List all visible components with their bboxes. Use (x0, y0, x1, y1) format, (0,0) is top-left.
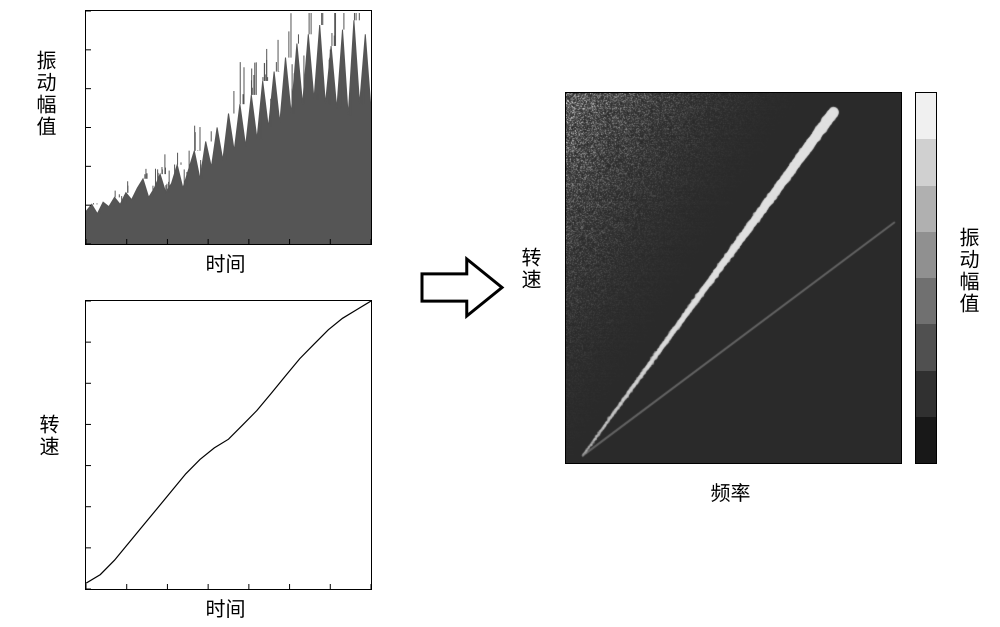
colorbar-segment (916, 324, 936, 370)
vibration-amplitude-xlabel: 时间 (206, 248, 246, 277)
spectrogram-canvas (566, 93, 901, 463)
colorbar (915, 92, 937, 464)
figure-container: 振动幅值 时间 转速 时间 转速 频率 振动幅值 (0, 0, 1000, 627)
vibration-amplitude-plot (86, 11, 371, 244)
vibration-amplitude-chart (85, 10, 372, 245)
colorbar-segment (916, 232, 936, 278)
colorbar-segment (916, 278, 936, 324)
colorbar-segment (916, 139, 936, 185)
spectrogram-ylabel: 转速 (515, 247, 544, 291)
speed-chart (85, 300, 372, 590)
spectrogram-chart (565, 92, 902, 464)
colorbar-segment (916, 371, 936, 417)
speed-ylabel: 转速 (33, 414, 62, 458)
colorbar-segment (916, 417, 936, 463)
colorbar-segment (916, 186, 936, 232)
vibration-amplitude-ylabel: 振动幅值 (30, 50, 59, 138)
speed-plot (86, 301, 371, 589)
spectrogram-xlabel: 频率 (711, 477, 751, 506)
colorbar-segment (916, 93, 936, 139)
speed-xlabel: 时间 (206, 593, 246, 622)
transform-arrow-icon (420, 255, 505, 320)
colorbar-label: 振动幅值 (953, 227, 982, 315)
